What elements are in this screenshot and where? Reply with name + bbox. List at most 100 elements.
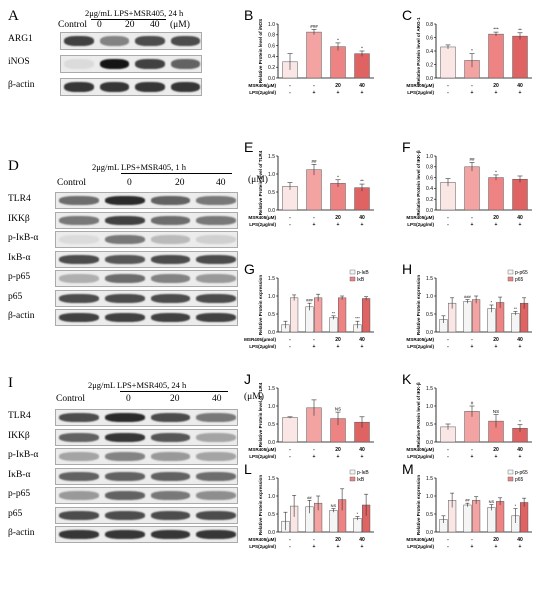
condition-value: 20 [335,215,341,221]
chart-m: M 0.0 0.5 1.0 1.5 Relative Protein expression… [402,461,532,550]
bar-p65 [472,500,481,533]
band [59,274,99,283]
significance-label: * [361,46,363,51]
condition-value: - [289,454,291,460]
condition-value: 40 [359,447,365,453]
y-tick-label: 1.5 [268,276,275,282]
panel-letter: J [244,371,251,387]
lane-label: 20 [175,178,185,188]
significance-label: * [471,48,473,53]
legend-swatch [507,469,514,475]
legend-swatch [349,469,356,475]
condition-value: 20 [335,447,341,453]
protein-label: ARG1 [8,34,33,44]
condition-value: 40 [517,447,523,453]
band [59,413,99,422]
band [59,254,99,264]
condition-value: + [495,544,498,550]
band [135,82,165,92]
chart-f: F 0.0 0.2 0.4 0.6 0.8 1.0 Relative Protein leve… [402,139,532,228]
y-axis-label: Relative Protein expression [258,275,263,335]
chart-j: J 0.0 0.5 1.0 1.5 Relative Protein level of T… [244,371,374,460]
y-tick-label: 1.0 [426,294,433,300]
band [104,432,145,442]
condition-value: + [495,454,498,460]
band [196,254,236,264]
condition-value: 40 [359,537,365,543]
condition-value: 20 [335,337,341,343]
lane-label: 0 [126,394,131,404]
chart-k: K 0.0 0.5 1.0 1.5 Relative Protein level of I… [402,371,532,460]
y-tick-label: 0.0 [426,76,433,82]
significance-label: ## [469,157,475,162]
band [150,254,191,264]
condition-value: - [447,344,449,350]
condition-label: LPS(2μg/ml) [407,222,434,227]
y-tick-label: 1.0 [268,404,275,410]
condition-value: + [337,344,340,350]
panel-letter: D [8,158,19,174]
band [99,59,129,69]
blot-strip [55,270,238,287]
condition-value: - [289,90,291,96]
bar [488,177,504,211]
condition-value: - [313,337,315,343]
significance-label: ** [360,179,364,184]
significance-label: NS [493,409,499,414]
condition-value: - [289,222,291,228]
condition-value: - [289,215,291,221]
condition-value: + [519,222,522,228]
bar-p-IκB [353,518,362,533]
legend-label: IκB [357,277,365,283]
bar-p-p65 [487,507,496,533]
y-tick-label: 1.0 [268,22,275,28]
condition-value: - [447,447,449,453]
y-axis-label: Relative Protein level of iNOS [258,19,263,83]
condition-value: + [313,454,316,460]
y-tick-label: 1.0 [268,494,275,500]
significance-label: ** [332,310,336,315]
blot-strip [55,448,238,465]
condition-value: + [313,90,316,96]
bar-IκB [314,297,323,333]
condition-value: - [289,337,291,343]
protein-label: TLR4 [8,194,31,204]
blot-strip [55,526,238,543]
band [196,491,236,500]
panel-letter: I [8,375,13,391]
y-tick-label: 1.0 [268,172,275,178]
condition-label: MSR405(μM) [406,337,434,342]
band [104,510,145,520]
bar-p65 [520,502,529,533]
condition-value: 20 [493,447,499,453]
condition-value: + [495,90,498,96]
y-tick-label: 0.0 [426,440,433,446]
significance-label: * [491,300,493,305]
panel-letter: E [244,139,253,155]
condition-label: LPS(2μg/ml) [407,454,434,459]
blot-strip [55,506,238,524]
condition-value: + [361,544,364,550]
band [150,215,191,225]
band [196,471,236,481]
condition-value: + [519,90,522,96]
band [104,215,145,225]
blot-strip [55,250,238,268]
bar [306,31,322,79]
blot-strip [55,192,238,209]
condition-label: LPS(2μg/ml) [249,544,276,549]
condition-value: - [289,447,291,453]
bar-p65 [472,299,481,333]
condition-value: + [337,454,340,460]
y-axis-label: Relative Protein expression [258,475,263,535]
protein-label: IκB-α [8,252,31,263]
protein-label: p-p65 [8,272,31,282]
band [59,215,99,225]
y-tick-label: 0.0 [426,330,433,336]
band [196,235,236,244]
significance-label: * [337,37,339,42]
y-tick-label: 0.0 [268,330,275,336]
bar-p-p65 [463,301,472,333]
condition-value: - [471,337,473,343]
condition-value: - [447,83,449,89]
